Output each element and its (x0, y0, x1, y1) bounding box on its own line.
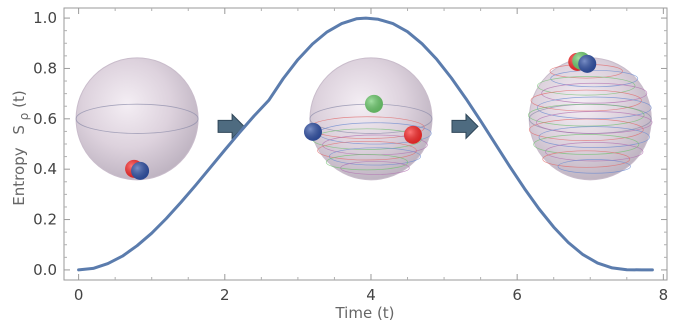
trajectory-loop (329, 147, 421, 166)
y-tick-label: 0.4 (33, 160, 57, 178)
arrow-right-icon (451, 113, 479, 140)
trajectory-loop (545, 142, 644, 162)
x-tick-label: 4 (366, 286, 376, 304)
trajectory-loop (542, 150, 631, 168)
state-marker-shade (303, 122, 322, 141)
bloch-sphere (528, 51, 653, 181)
trajectory-loop (550, 69, 639, 88)
y-axis-label-prefix: Entropy (10, 147, 28, 205)
trajectory-loop (317, 140, 417, 161)
bloch-sphere (303, 57, 433, 181)
bloch-sphere (75, 57, 199, 181)
state-marker-shade (131, 161, 150, 180)
y-tick-label: 0.6 (33, 110, 57, 128)
y-axis-label-symbol: S (10, 125, 28, 135)
x-tick-label: 2 (220, 286, 230, 304)
sphere-equator (75, 103, 199, 134)
state-marker-shade (578, 54, 597, 73)
trajectory-loop (528, 103, 645, 127)
y-tick-label: 0.2 (33, 211, 57, 229)
x-axis-label: Time (t) (334, 304, 394, 322)
x-tick-label: 8 (659, 286, 669, 304)
y-axis-label-subscript: ρ (17, 113, 31, 121)
x-tick-label: 0 (74, 286, 84, 304)
x-tick-label: 6 (512, 286, 522, 304)
trajectory-loop (537, 76, 636, 96)
y-tick-label: 0.8 (33, 59, 57, 77)
trajectory-loop (533, 134, 640, 155)
x-axis-ticks: 0 2 4 6 8 (74, 8, 668, 304)
y-axis-label-suffix: (t) (10, 90, 28, 108)
trajectory-loop (538, 126, 650, 148)
state-marker-shade (364, 94, 383, 113)
arrow-right-icon (217, 113, 245, 140)
trajectory-loop (536, 111, 653, 134)
y-axis-label: Entropy S ρ (t) (10, 90, 32, 205)
trajectory-loop (536, 96, 652, 119)
trajectory-loop (340, 161, 410, 175)
entropy-curve (77, 16, 654, 272)
y-tick-label: 0.0 (33, 261, 57, 279)
trajectory-loop (541, 82, 648, 104)
y-tick-label: 1.0 (33, 9, 57, 27)
trajectory-loop (325, 154, 409, 171)
state-marker-shade (403, 125, 422, 144)
y-axis-ticks: 0.0 0.2 0.4 0.6 0.8 1.0 (33, 9, 667, 279)
trajectory-loop (530, 89, 642, 112)
trajectory-loop (557, 159, 631, 174)
trajectory-loop (528, 118, 644, 141)
bloch-sphere-insets (75, 51, 653, 181)
